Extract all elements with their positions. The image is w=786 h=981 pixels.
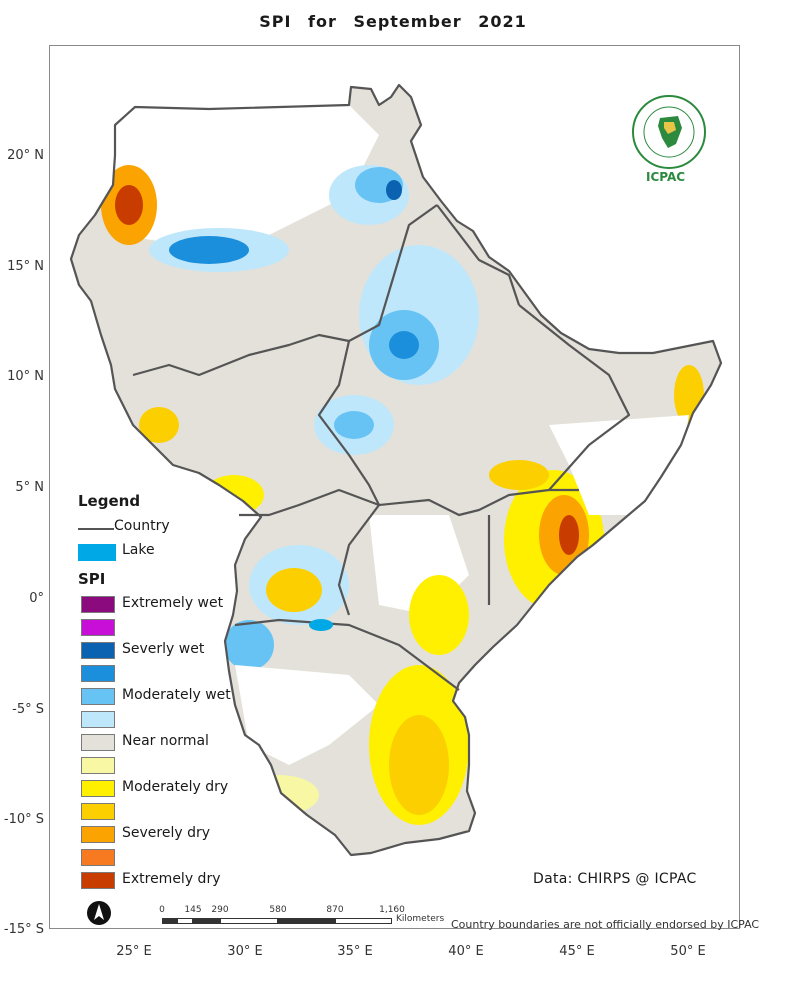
spi-class-label: Moderately wet — [122, 687, 231, 703]
icpac-logo: ICPAC — [630, 94, 708, 184]
legend-lake-row: Lake — [78, 541, 248, 564]
spi-class-swatch — [81, 849, 115, 866]
spi-class-list: Extremely wet Severly wet Moderately wet Ne… — [78, 594, 248, 893]
lon-label-30e: 30° E — [227, 944, 263, 959]
spi-class-label: Extremely dry — [122, 871, 221, 887]
logo-caption: ICPAC — [646, 170, 686, 184]
spi-class-swatch — [81, 711, 115, 728]
lat-label-15s: -15° S — [3, 922, 44, 937]
scale-tick-4: 870 — [326, 905, 344, 915]
scale-seg-1 — [162, 918, 177, 924]
lon-label-35e: 35° E — [337, 944, 373, 959]
spi-class-label: Near normal — [122, 733, 209, 749]
dry-area-somalia-extreme — [559, 515, 579, 555]
spi-class-swatch — [81, 803, 115, 820]
spi-class-swatch — [81, 688, 115, 705]
spi-class-label: Severly wet — [122, 641, 205, 657]
disclaimer: Country boundaries are not officially en… — [451, 918, 760, 931]
spi-class-row: Near normal — [78, 732, 248, 755]
wet-area-ethiopia-core — [389, 331, 419, 359]
scale-seg-4 — [220, 918, 278, 924]
lat-label-10s: -10° S — [3, 812, 44, 827]
lat-label-20n: 20° N — [7, 148, 44, 163]
spi-class-label: Severely dry — [122, 825, 211, 841]
lon-label-45e: 45° E — [559, 944, 595, 959]
spi-class-swatch — [81, 826, 115, 843]
data-credit: Data: CHIRPS @ ICPAC — [533, 871, 697, 887]
dry-area-nw-core — [115, 185, 143, 225]
spi-class-row: Severly wet — [78, 640, 248, 663]
scale-seg-6 — [335, 918, 392, 924]
lake-swatch — [78, 544, 116, 561]
legend-country-row: Country — [78, 518, 248, 541]
igad-seal-icon — [632, 95, 706, 169]
dry-area-uganda — [266, 568, 322, 612]
spi-class-row: Extremely wet — [78, 594, 248, 617]
lon-label-50e: 50° E — [670, 944, 706, 959]
wet-area-south-sudan-core — [334, 411, 374, 439]
spi-class-row — [78, 755, 248, 778]
lat-label-0: 0° — [29, 591, 44, 606]
spi-class-label: Moderately dry — [122, 779, 229, 795]
no-data-tanzania — [235, 665, 379, 765]
dry-area-tanzania-core — [389, 715, 449, 815]
map-title: SPI for September 2021 — [259, 12, 527, 31]
dry-area-ethiopia-south — [489, 460, 549, 490]
spi-class-row: Severely dry — [78, 824, 248, 847]
country-boundaries — [69, 83, 723, 857]
spi-class-swatch — [81, 665, 115, 682]
spi-class-swatch — [81, 734, 115, 751]
spi-class-row — [78, 663, 248, 686]
spi-map — [69, 83, 723, 857]
dry-area-kenya-coast — [409, 575, 469, 655]
spi-anomaly-layer — [101, 105, 704, 825]
legend-spi-heading: SPI — [78, 570, 106, 588]
scale-seg-5 — [278, 918, 335, 924]
spi-class-label: Extremely wet — [122, 595, 224, 611]
lat-label-5s: -5° S — [12, 702, 44, 717]
legend-country-label: Country — [114, 518, 170, 534]
spi-class-swatch — [81, 596, 115, 613]
wet-area-west — [224, 620, 274, 670]
wet-area-sudan-core — [169, 236, 249, 264]
dry-area-south-west — [239, 775, 319, 815]
spi-class-swatch — [81, 872, 115, 889]
scale-tick-0: 0 — [159, 905, 165, 915]
scale-tick-5: 1,160 — [379, 905, 405, 915]
spi-class-row — [78, 801, 248, 824]
wet-spot-red-sea — [386, 180, 402, 200]
lat-label-15n: 15° N — [7, 259, 44, 274]
scale-tick-2: 290 — [211, 905, 229, 915]
no-data-north — [115, 105, 379, 245]
spi-class-row: Moderately dry — [78, 778, 248, 801]
spi-class-row — [78, 847, 248, 870]
legend-lake-label: Lake — [122, 542, 155, 558]
spi-class-row — [78, 709, 248, 732]
spi-class-row — [78, 617, 248, 640]
legend: Legend Country Lake SPI Extremely wet Sev… — [78, 492, 248, 893]
legend-heading: Legend — [78, 492, 141, 510]
country-line-swatch — [78, 528, 114, 530]
spi-class-swatch — [81, 619, 115, 636]
scale-tick-3: 580 — [269, 905, 287, 915]
lat-label-5n: 5° N — [15, 480, 44, 495]
spi-class-swatch — [81, 642, 115, 659]
scale-seg-2 — [177, 918, 193, 924]
lake-victoria — [309, 619, 333, 631]
spi-class-swatch — [81, 780, 115, 797]
spi-class-swatch — [81, 757, 115, 774]
lat-label-10n: 10° N — [7, 369, 44, 384]
spi-class-row: Extremely dry — [78, 870, 248, 893]
scale-seg-3 — [193, 918, 220, 924]
dry-area-west — [139, 407, 179, 443]
north-arrow-icon — [87, 901, 111, 925]
spi-class-row: Moderately wet — [78, 686, 248, 709]
scale-tick-1: 145 — [184, 905, 202, 915]
lon-label-25e: 25° E — [116, 944, 152, 959]
lon-label-40e: 40° E — [448, 944, 484, 959]
scale-unit: Kilometers — [396, 914, 445, 924]
